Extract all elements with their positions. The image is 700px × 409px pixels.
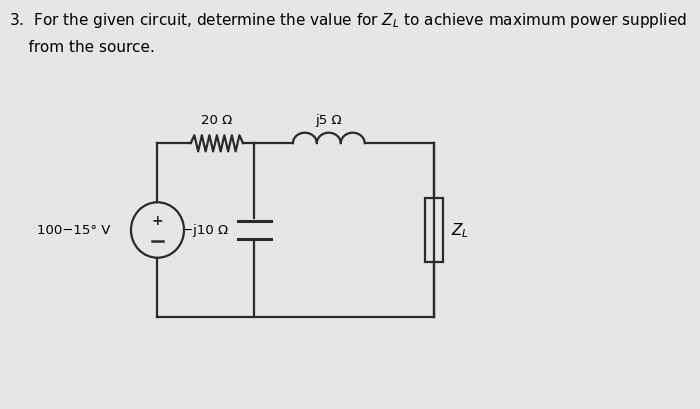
Text: 100−15° V: 100−15° V (37, 224, 111, 237)
Text: +: + (152, 213, 163, 228)
Text: −j10 Ω: −j10 Ω (181, 224, 228, 237)
Bar (425, 199, 442, 262)
Text: from the source.: from the source. (9, 40, 155, 55)
Text: 20 Ω: 20 Ω (202, 114, 232, 127)
Text: $Z_L$: $Z_L$ (451, 221, 469, 240)
Text: 3.  For the given circuit, determine the value for $Z_L$ to achieve maximum powe: 3. For the given circuit, determine the … (9, 11, 687, 30)
Text: j5 Ω: j5 Ω (316, 114, 342, 127)
